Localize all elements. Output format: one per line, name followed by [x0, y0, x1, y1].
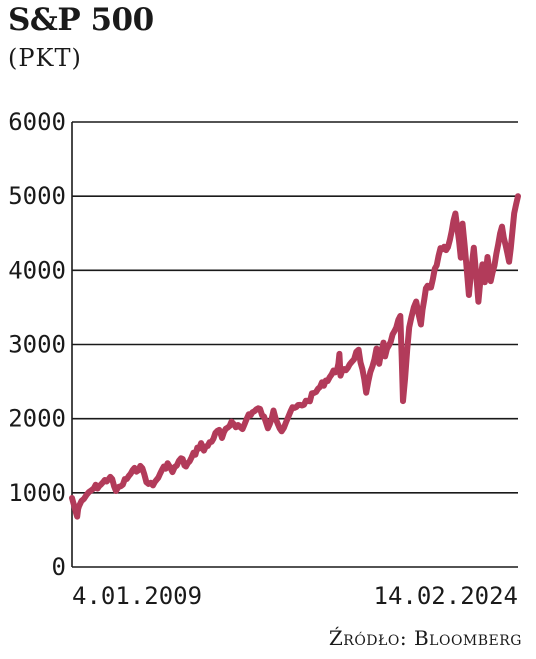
x-tick-label: 14.02.2024	[374, 582, 519, 610]
y-tick-label: 6000	[8, 108, 66, 136]
chart-title: S&P 500	[8, 2, 154, 38]
y-tick-label: 3000	[8, 331, 66, 359]
grid-lines	[72, 121, 518, 568]
source-note: Źródło: Bloomberg	[328, 626, 522, 650]
series-lines	[69, 193, 521, 520]
y-tick-labels: 0 1000 2000 3000 4000 5000 6000	[8, 108, 66, 581]
y-tick-label: 4000	[8, 256, 66, 284]
y-tick-label: 2000	[8, 405, 66, 433]
sp500-series-line	[69, 193, 521, 520]
x-tick-labels: 4.01.2009 14.02.2024	[72, 582, 518, 610]
line-chart: 0 1000 2000 3000 4000 5000 6000 4.01.2009 14.02…	[8, 108, 521, 610]
y-tick-label: 1000	[8, 479, 66, 507]
y-tick-label: 5000	[8, 182, 66, 210]
x-tick-label: 4.01.2009	[72, 582, 202, 610]
y-tick-label: 0	[52, 553, 66, 581]
chart-unit-label: (PKT)	[8, 44, 82, 72]
